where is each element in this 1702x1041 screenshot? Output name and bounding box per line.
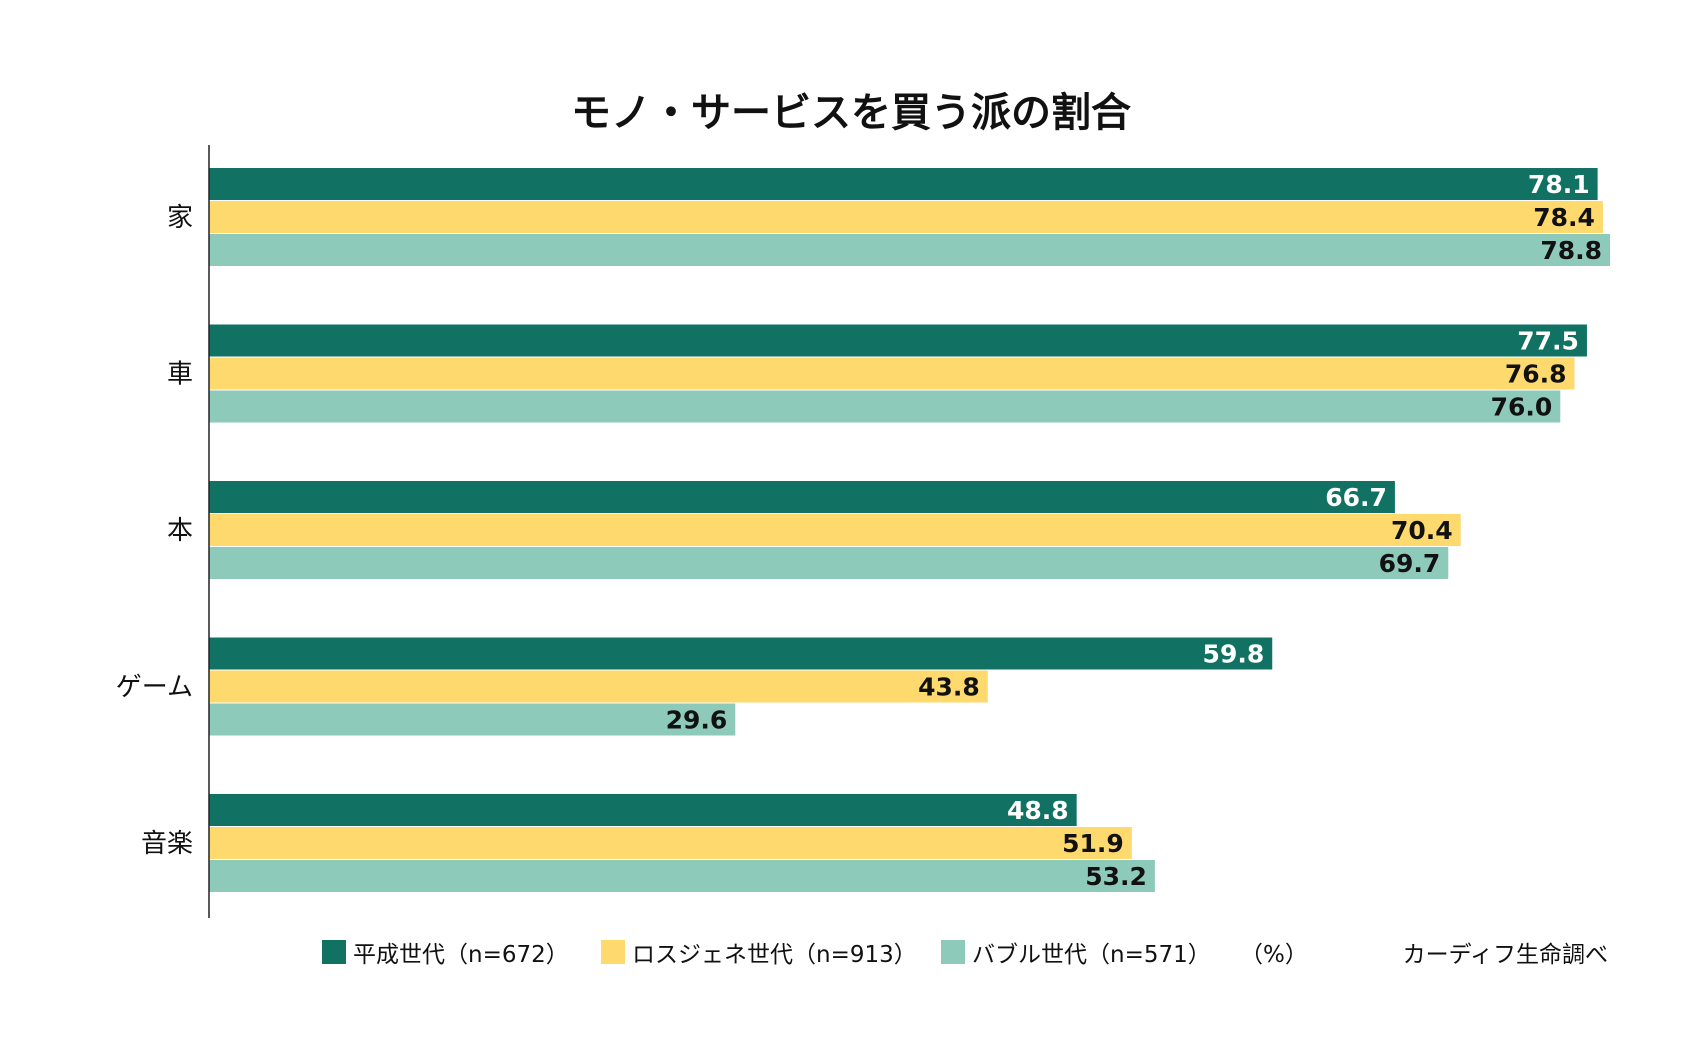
- value-label-1-3: 66.7: [1325, 483, 1387, 512]
- category-label-5: 音楽: [141, 829, 193, 859]
- category-label-1: 家: [167, 203, 193, 233]
- category-label-2: 車: [167, 360, 193, 390]
- bar-3-2: [209, 390, 1561, 423]
- value-label-2-1: 78.4: [1533, 203, 1595, 232]
- bar-3-1: [209, 234, 1611, 266]
- value-label-3-4: 29.6: [666, 706, 728, 735]
- value-label-2-5: 51.9: [1062, 829, 1124, 858]
- bar-3-3: [209, 547, 1449, 579]
- value-label-1-5: 48.8: [1007, 796, 1069, 825]
- value-label-2-2: 76.8: [1505, 360, 1567, 389]
- legend: 平成世代（n=672） ロスジェネ世代（n=913） バブル世代（n=571）: [322, 940, 1211, 968]
- value-label-2-4: 43.8: [918, 673, 980, 702]
- legend-label-2: ロスジェネ世代（n=913）: [632, 942, 917, 968]
- bar-group: 78.1 78.4 78.8 77.5 76.8 76.0 66.770.4 69.7 59.8…: [209, 168, 1611, 892]
- legend-swatch-2: [601, 940, 625, 964]
- legend-label-1: 平成世代（n=672）: [353, 942, 569, 968]
- category-label-3: 本: [167, 516, 193, 546]
- value-label-2-3: 70.4: [1391, 516, 1453, 545]
- value-label-3-1: 78.8: [1540, 236, 1602, 265]
- legend-swatch-3: [941, 940, 965, 964]
- value-label-1-2: 77.5: [1517, 327, 1579, 356]
- bar-3-4: [209, 703, 736, 736]
- bar-3-5: [209, 860, 1155, 892]
- legend-swatch-1: [322, 940, 346, 964]
- bar-2-1: [209, 201, 1603, 233]
- unit-label: （%）: [1240, 942, 1308, 968]
- source-note: カーディフ生命調べ: [1403, 942, 1608, 968]
- bar-2-5: [209, 827, 1132, 859]
- legend-label-3: バブル世代（n=571）: [972, 942, 1211, 968]
- bar-1-5: [209, 794, 1077, 826]
- value-label-1-4: 59.8: [1203, 640, 1265, 669]
- bar-1-2: [209, 324, 1587, 357]
- value-label-1-1: 78.1: [1528, 170, 1590, 199]
- bar-2-3: [209, 514, 1461, 546]
- category-label-4: ゲーム: [116, 673, 193, 703]
- bar-1-1: [209, 168, 1598, 200]
- bar-1-3: [209, 481, 1395, 513]
- value-label-3-5: 53.2: [1085, 862, 1147, 891]
- bar-2-4: [209, 670, 988, 703]
- value-label-3-3: 69.7: [1379, 549, 1441, 578]
- value-label-3-2: 76.0: [1491, 393, 1553, 422]
- bar-1-4: [209, 637, 1273, 670]
- chart-title: モノ・サービスを買う派の割合: [571, 90, 1131, 136]
- bar-2-2: [209, 357, 1575, 390]
